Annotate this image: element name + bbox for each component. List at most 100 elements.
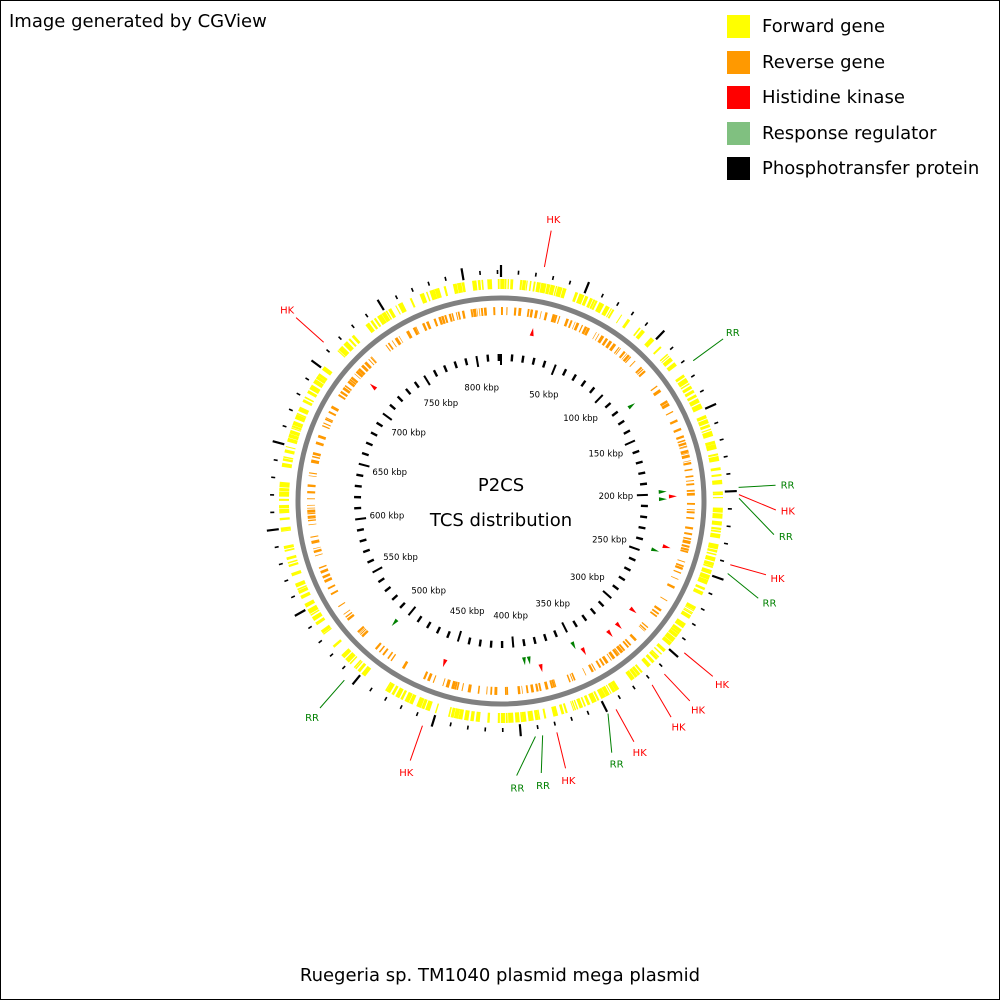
reverse-gene-block	[684, 526, 694, 530]
reverse-gene-block	[525, 685, 529, 694]
outer-major-tick	[583, 281, 591, 294]
outer-minor-tick	[723, 542, 729, 545]
rr-marker	[391, 618, 399, 626]
inner-minor-tick	[425, 621, 432, 629]
reverse-gene-block	[606, 653, 612, 661]
forward-gene-block	[656, 642, 666, 653]
inner-minor-tick	[365, 441, 374, 447]
forward-gene-block	[348, 338, 357, 348]
forward-gene-block	[707, 548, 718, 553]
forward-gene-block	[539, 282, 547, 294]
reverse-gene-block	[486, 686, 488, 695]
outer-minor-tick	[644, 322, 649, 327]
forward-gene-block	[553, 285, 558, 296]
forward-gene-block	[684, 389, 695, 398]
reverse-gene-block	[382, 648, 389, 656]
outer-minor-tick	[617, 694, 621, 700]
inner-minor-tick	[453, 361, 458, 369]
forward-gene-block	[298, 406, 310, 415]
reverse-gene-block	[680, 546, 689, 552]
legend-item-forward-gene: Forward gene	[727, 9, 979, 45]
forward-gene-block	[286, 554, 297, 561]
reverse-gene-block	[378, 645, 386, 653]
reverse-gene-block	[563, 318, 569, 327]
forward-gene-block	[641, 657, 651, 668]
reverse-gene-block	[683, 461, 692, 466]
reverse-gene-block	[472, 308, 477, 317]
legend-label-reverse-gene: Reverse gene	[762, 51, 886, 73]
forward-gene-block	[284, 547, 295, 552]
inner-minor-tick	[532, 636, 537, 645]
rr-marker	[658, 497, 667, 502]
reverse-gene-block	[456, 682, 460, 691]
forward-gene-block	[697, 418, 709, 427]
reverse-gene-block	[670, 575, 679, 580]
forward-gene-block	[712, 507, 723, 513]
forward-gene-block	[456, 282, 464, 294]
tick-label: 200 kbp	[599, 492, 634, 502]
forward-gene-block	[338, 345, 350, 357]
forward-gene-block	[370, 320, 379, 330]
outer-minor-tick	[318, 639, 323, 644]
reverse-gene-block	[318, 564, 327, 569]
reverse-gene-block	[438, 316, 444, 326]
inner-minor-tick	[361, 451, 370, 457]
inner-minor-tick	[522, 639, 526, 647]
reverse-gene-block	[394, 337, 402, 346]
outer-minor-tick	[616, 301, 620, 307]
reverse-gene-block	[615, 348, 621, 355]
forward-gene-block	[291, 570, 302, 577]
forward-gene-block	[644, 337, 655, 348]
forward-gene-block	[310, 609, 320, 616]
reverse-gene-block	[615, 645, 624, 654]
forward-gene-block	[500, 279, 502, 290]
forward-gene-block	[532, 281, 536, 292]
forward-gene-block	[601, 305, 610, 317]
backbone-circle	[295, 295, 707, 707]
reverse-gene-block	[641, 621, 649, 629]
callout-line	[556, 732, 567, 769]
outer-minor-tick	[288, 408, 294, 412]
forward-gene-block	[702, 430, 714, 439]
rr-marker	[570, 641, 576, 650]
reverse-gene-block	[573, 322, 580, 331]
forward-gene-block	[408, 693, 417, 705]
reverse-gene-block	[423, 671, 429, 680]
legend-swatch-phosphotransfer-protein	[727, 157, 750, 181]
forward-gene-block	[283, 456, 294, 460]
hk-label: HK	[546, 215, 561, 226]
inner-major-tick	[602, 590, 612, 599]
forward-gene-block	[695, 583, 706, 591]
forward-gene-block	[395, 305, 401, 315]
reverse-gene-block	[412, 327, 419, 336]
inner-minor-tick	[356, 527, 365, 532]
forward-gene-block	[504, 279, 507, 290]
reverse-gene-block	[432, 675, 437, 683]
outer-minor-tick	[568, 280, 572, 285]
reverse-gene-block	[614, 647, 620, 655]
forward-gene-block	[683, 607, 694, 614]
reverse-gene-block	[421, 322, 428, 332]
reverse-gene-block	[480, 307, 484, 317]
reverse-gene-block	[451, 680, 456, 690]
forward-gene-block	[377, 314, 387, 326]
forward-gene-block	[635, 329, 645, 340]
reverse-gene-block	[338, 601, 346, 608]
outer-major-tick	[518, 724, 522, 737]
forward-gene-block	[520, 711, 523, 723]
tick-label: 800 kbp	[464, 384, 499, 394]
forward-gene-block	[576, 697, 584, 709]
forward-gene-block	[703, 560, 715, 567]
forward-gene-block	[421, 698, 428, 710]
forward-gene-block	[419, 292, 428, 304]
forward-gene-block	[497, 279, 500, 290]
forward-gene-block	[521, 711, 527, 722]
reverse-gene-block	[455, 312, 459, 321]
reverse-gene-block	[682, 539, 691, 545]
reverse-gene-block	[476, 308, 479, 317]
forward-gene-block	[712, 491, 723, 494]
forward-gene-block	[601, 685, 610, 697]
reverse-gene-block	[346, 613, 355, 621]
reverse-gene-block	[506, 686, 509, 695]
forward-gene-block	[692, 587, 704, 596]
